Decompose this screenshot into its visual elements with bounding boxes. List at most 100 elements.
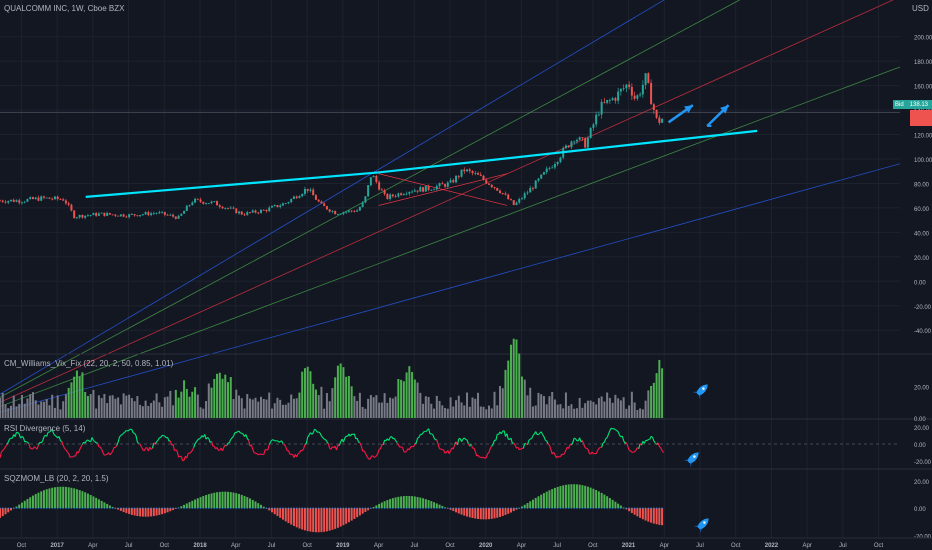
sqz-bar (259, 504, 262, 509)
time-tick-label: Jul (839, 543, 847, 549)
time-tick-label: Jul (268, 543, 276, 549)
rsi-segment (25, 440, 28, 443)
sqz-bar (254, 501, 257, 509)
wvf-bar (658, 359, 661, 418)
bid-price-marker[interactable]: Bid 138.13 (893, 100, 932, 109)
rsi-segment (126, 429, 129, 432)
candle-body (262, 209, 265, 211)
time-axis[interactable]: Oct 2017 Apr Jul Oct 2018 Apr Jul Oct 2019 Apr Jul O… (0, 537, 932, 549)
wvf-bar (405, 372, 408, 418)
rsi-segment (233, 432, 236, 437)
candle-body (119, 214, 122, 217)
sqz-dot (125, 507, 127, 509)
sqz-dot (620, 507, 622, 509)
sqz-dot (513, 507, 515, 509)
candle-body (378, 182, 381, 190)
sqz-bar (457, 508, 460, 514)
candle-body (117, 215, 120, 217)
candles[interactable] (0, 72, 664, 220)
bid-label: Bid (895, 101, 904, 108)
rsi-segment (303, 444, 306, 449)
rsi-segment (561, 453, 564, 456)
sqz-bar (345, 508, 348, 524)
sqz-dot (351, 507, 353, 509)
wvf-bar (641, 409, 644, 418)
sqz-dot (57, 507, 59, 509)
arrow-long-head (720, 105, 729, 114)
wvf-bar (457, 395, 460, 418)
wvf-bar (413, 379, 416, 418)
rsi-segment (325, 439, 328, 442)
sqz-dot (400, 507, 402, 509)
rsi-segment (634, 449, 637, 453)
sqz-bar (534, 497, 537, 509)
candle-body (551, 167, 554, 169)
candle-body (625, 84, 628, 89)
wvf-bar (416, 382, 419, 418)
price-axis[interactable]: 200.00180.00160.00140.00120.00100.0080.0… (914, 36, 932, 541)
rsi-segment (2, 448, 5, 451)
price-tick-label: 120.00 (914, 134, 932, 140)
sqz-dot (529, 507, 531, 509)
wvf-bar (155, 393, 158, 418)
candle-body (279, 205, 282, 207)
candle-body (433, 189, 436, 191)
wvf-bar (9, 405, 12, 418)
wvf-bar (391, 398, 394, 418)
sqz-dot (320, 507, 323, 509)
candle-body (199, 199, 202, 202)
price-tick-label: 20.00 (914, 256, 930, 262)
sqz-bar (64, 486, 67, 509)
sqz-dot (164, 507, 166, 509)
sqz-dot (188, 507, 191, 509)
sqz-dot (318, 507, 320, 509)
candle-body (482, 175, 485, 180)
wvf-bar (281, 404, 284, 418)
sqz-bar (460, 508, 463, 515)
time-tick-label: Apr (517, 543, 526, 549)
sqz-dot (491, 507, 493, 509)
sqz-bar (639, 508, 642, 518)
candle-body (174, 216, 177, 219)
wvf-bar (523, 379, 526, 418)
wvf-bar (630, 391, 633, 418)
candle-body (361, 202, 364, 208)
candle-body (29, 197, 32, 200)
candle-body (597, 114, 600, 116)
sqz-dot (35, 507, 37, 509)
trendlines[interactable] (85, 104, 758, 198)
wvf-bar (144, 400, 147, 418)
sqz-bar (551, 489, 554, 509)
rsi-segment (84, 440, 88, 444)
rsi-segment (314, 428, 317, 431)
sqz-dot (331, 507, 334, 509)
sqz-bar (633, 508, 636, 515)
sqz-bar (130, 508, 133, 515)
sqz-bar (84, 492, 87, 509)
sqz-dot (68, 507, 70, 509)
candle-body (578, 137, 581, 140)
rsi-segment (403, 451, 406, 453)
wvf-bar (474, 398, 477, 418)
time-tick-label: Oct (302, 543, 312, 549)
rsi-segment (311, 432, 314, 435)
sqz-bar (20, 502, 23, 509)
candle-body (103, 212, 106, 216)
sqz-dot (40, 507, 42, 509)
rsi-segment (123, 431, 126, 434)
wvf-bar (490, 408, 493, 418)
sqz-dot (590, 507, 592, 509)
sqz-bar (81, 491, 84, 509)
pane-separators[interactable] (0, 353, 932, 470)
sqz-bar (34, 494, 37, 509)
wvf-bar (372, 397, 375, 418)
sqz-bar (606, 496, 609, 509)
wvf-bar (361, 406, 364, 418)
sqz-dot (570, 507, 573, 509)
sqz-bar (537, 496, 540, 509)
rsi-segment (395, 440, 398, 443)
rsi-segment (37, 441, 41, 445)
wvf-bar (422, 403, 425, 418)
sqz-bar (542, 493, 545, 509)
